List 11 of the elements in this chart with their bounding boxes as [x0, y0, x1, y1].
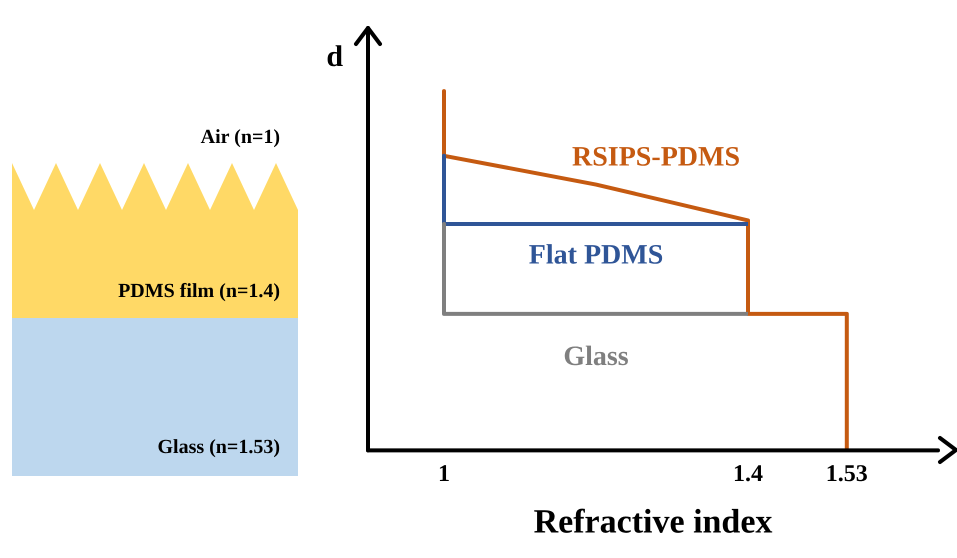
- series-label: Flat PDMS: [528, 239, 664, 270]
- text: Air (n=1): [200, 126, 280, 149]
- text: PDMS film (n=1.4): [118, 280, 280, 303]
- x-tick-label: 1: [438, 461, 450, 488]
- series-label: RSIPS-PDMS: [572, 141, 740, 172]
- series-label: Glass: [563, 341, 629, 372]
- text: Glass (n=1.53): [157, 436, 280, 459]
- x-tick-label: 1.53: [826, 461, 868, 488]
- x-tick-label: 1.4: [733, 461, 763, 488]
- y-axis-title: d: [326, 40, 344, 73]
- x-axis-title: Refractive index: [534, 503, 772, 540]
